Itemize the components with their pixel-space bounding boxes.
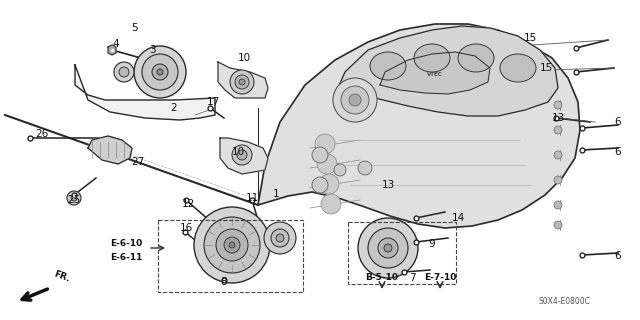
- Text: 10: 10: [237, 53, 251, 63]
- Polygon shape: [88, 136, 132, 164]
- Text: 6: 6: [614, 251, 621, 261]
- Circle shape: [321, 194, 341, 214]
- Text: S0X4-E0800C: S0X4-E0800C: [538, 298, 590, 307]
- Circle shape: [333, 78, 377, 122]
- Circle shape: [315, 134, 335, 154]
- Text: 6: 6: [614, 147, 621, 157]
- Circle shape: [237, 150, 247, 160]
- Text: 17: 17: [206, 97, 220, 107]
- Circle shape: [239, 79, 245, 85]
- Text: 27: 27: [131, 157, 145, 167]
- Circle shape: [384, 244, 392, 252]
- Circle shape: [264, 222, 296, 254]
- Circle shape: [224, 237, 240, 253]
- Ellipse shape: [414, 44, 450, 72]
- Text: VTEC: VTEC: [427, 71, 443, 76]
- Circle shape: [334, 164, 346, 176]
- Circle shape: [378, 238, 398, 258]
- Text: 14: 14: [451, 213, 465, 223]
- Circle shape: [204, 217, 260, 273]
- Circle shape: [119, 67, 129, 77]
- Circle shape: [317, 154, 337, 174]
- Polygon shape: [75, 65, 215, 120]
- Polygon shape: [380, 52, 490, 94]
- Ellipse shape: [370, 52, 406, 80]
- Circle shape: [229, 242, 235, 248]
- Circle shape: [71, 195, 77, 201]
- Text: 3: 3: [148, 45, 156, 55]
- Circle shape: [235, 75, 249, 89]
- Circle shape: [114, 62, 134, 82]
- Bar: [348, 222, 456, 284]
- Circle shape: [152, 64, 168, 80]
- Text: E-7-10: E-7-10: [424, 274, 456, 283]
- Circle shape: [349, 94, 361, 106]
- Circle shape: [554, 101, 562, 109]
- Text: 8: 8: [221, 277, 227, 287]
- Text: 12: 12: [181, 199, 195, 209]
- Circle shape: [216, 229, 248, 261]
- Circle shape: [232, 145, 252, 165]
- Circle shape: [554, 201, 562, 209]
- Circle shape: [142, 54, 178, 90]
- Text: B-5-10: B-5-10: [365, 274, 399, 283]
- Text: E-6-10: E-6-10: [110, 238, 142, 247]
- Text: 16: 16: [179, 223, 193, 233]
- Text: 13: 13: [552, 113, 564, 123]
- Text: 26: 26: [35, 129, 49, 139]
- Circle shape: [554, 151, 562, 159]
- Circle shape: [312, 147, 328, 163]
- Text: 4: 4: [113, 39, 119, 49]
- Ellipse shape: [500, 54, 536, 82]
- Text: FR.: FR.: [52, 270, 70, 284]
- Text: 5: 5: [132, 23, 138, 33]
- Polygon shape: [258, 24, 580, 228]
- Polygon shape: [335, 26, 558, 116]
- Text: 2: 2: [171, 103, 177, 113]
- Circle shape: [276, 234, 284, 242]
- Text: 1: 1: [273, 189, 279, 199]
- Circle shape: [341, 86, 369, 114]
- Text: 25: 25: [67, 195, 81, 205]
- Circle shape: [554, 176, 562, 184]
- Polygon shape: [108, 45, 116, 55]
- Text: 13: 13: [381, 180, 395, 190]
- Circle shape: [358, 161, 372, 175]
- Circle shape: [368, 228, 408, 268]
- Circle shape: [271, 229, 289, 247]
- Polygon shape: [220, 138, 268, 174]
- Circle shape: [358, 218, 418, 278]
- Text: 15: 15: [524, 33, 536, 43]
- Text: 9: 9: [429, 239, 435, 249]
- Text: 15: 15: [540, 63, 552, 73]
- Polygon shape: [218, 62, 268, 98]
- Bar: [158, 220, 303, 292]
- Circle shape: [230, 70, 254, 94]
- Text: E-6-11: E-6-11: [110, 252, 142, 261]
- Text: 11: 11: [245, 193, 259, 203]
- Circle shape: [67, 191, 81, 205]
- Circle shape: [312, 177, 328, 193]
- Text: 10: 10: [232, 147, 244, 157]
- Circle shape: [554, 221, 562, 229]
- Text: 6: 6: [614, 117, 621, 127]
- Ellipse shape: [458, 44, 494, 72]
- Circle shape: [319, 174, 339, 194]
- Text: 7: 7: [409, 273, 415, 283]
- Circle shape: [194, 207, 270, 283]
- Circle shape: [157, 69, 163, 75]
- Circle shape: [134, 46, 186, 98]
- Circle shape: [554, 126, 562, 134]
